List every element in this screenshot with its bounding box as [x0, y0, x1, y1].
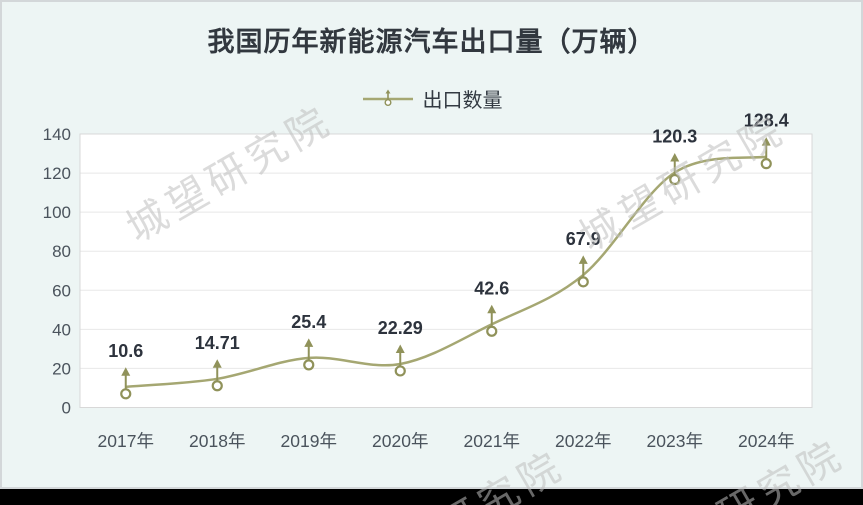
data-label: 10.6 [108, 341, 143, 361]
data-point-circle-icon [577, 276, 589, 288]
data-point-circle-icon [303, 359, 315, 371]
y-axis-label: 40 [52, 320, 71, 339]
letterbox-bottom [0, 489, 863, 505]
data-point-arrow-icon [212, 359, 222, 368]
legend-item-label: 出口数量 [422, 90, 503, 112]
y-axis-label: 60 [52, 281, 71, 300]
x-axis-label: 2020年 [372, 431, 428, 451]
x-axis-label: 2018年 [189, 431, 245, 451]
data-label: 120.3 [652, 126, 697, 146]
data-label: 14.71 [195, 333, 240, 353]
data-label: 128.4 [744, 111, 789, 131]
plot-area [80, 134, 812, 408]
x-axis-label: 2023年 [647, 431, 703, 451]
x-axis-label: 2021年 [464, 431, 520, 451]
chart-canvas: 我国历年新能源汽车出口量（万辆） 出口数量 0 20 40 60 80 100 120 140… [0, 0, 863, 489]
y-axis-label: 80 [52, 242, 71, 261]
y-axis-label: 100 [43, 203, 71, 222]
line-chart-plot: 0 20 40 60 80 100 120 140 2017年 2018年 2019年 2020年 20… [43, 111, 813, 451]
data-label: 22.29 [378, 318, 423, 338]
x-axis-label: 2019年 [281, 431, 337, 451]
x-axis-label: 2024年 [738, 431, 794, 451]
data-point-arrow-icon [670, 152, 680, 162]
x-axis-label: 2022年 [555, 431, 611, 451]
y-axis-label: 120 [43, 164, 71, 183]
data-point-arrow-icon [761, 137, 771, 146]
data-point-circle-icon [211, 380, 223, 392]
plot-border [79, 133, 813, 408]
x-axis-label: 2017年 [98, 431, 154, 451]
data-label: 42.6 [474, 278, 509, 298]
data-point-arrow-icon [578, 255, 588, 264]
data-point-circle-icon [669, 173, 681, 186]
data-point-circle-icon [120, 388, 132, 400]
data-label: 67.9 [566, 229, 601, 249]
y-axis-label: 0 [62, 399, 71, 418]
legend: 出口数量 [2, 84, 861, 113]
data-point-arrow-icon [395, 344, 405, 353]
y-axis-label: 20 [52, 359, 71, 378]
data-point-circle-icon [394, 365, 406, 377]
data-point-arrow-icon [304, 338, 314, 347]
y-axis-label: 140 [43, 125, 71, 144]
series-line [125, 155, 767, 389]
data-point-arrow-icon [121, 367, 131, 376]
data-point-circle-icon [760, 158, 772, 170]
data-point-arrow-icon [487, 304, 497, 314]
data-point-circle-icon [486, 325, 498, 337]
chart-title: 我国历年新能源汽车出口量（万辆） [207, 27, 656, 57]
series-marker-icon [362, 89, 413, 106]
data-label: 25.4 [291, 312, 326, 332]
legend-item[interactable]: 出口数量 [361, 84, 503, 113]
